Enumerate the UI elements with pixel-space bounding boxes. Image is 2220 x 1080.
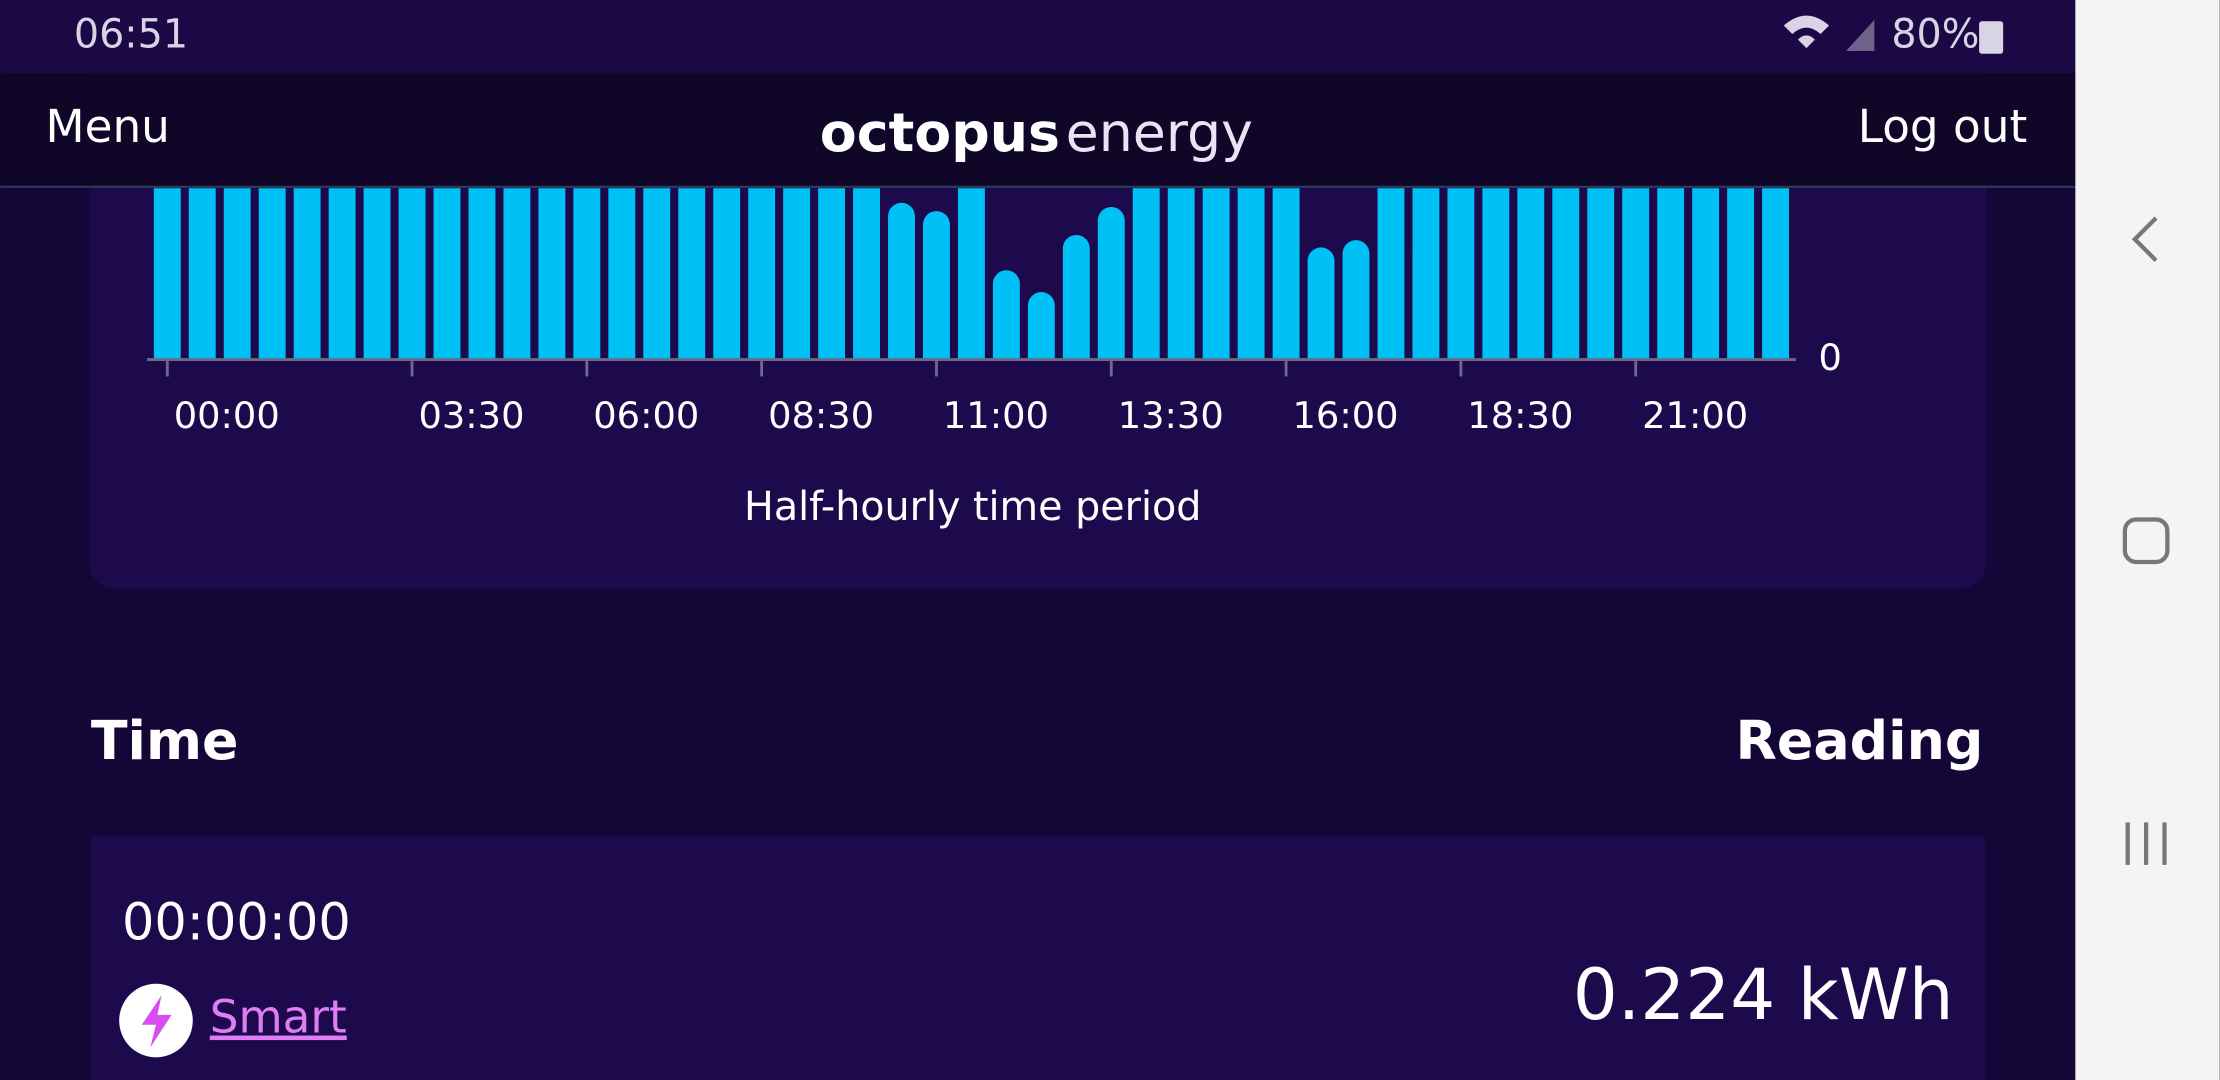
bar: [503, 188, 531, 360]
status-time: 06:51: [74, 11, 188, 57]
bar: [293, 188, 321, 360]
bar: [153, 188, 181, 360]
bar: [888, 202, 915, 360]
bar: [923, 211, 950, 360]
column-header: Time: [91, 709, 239, 772]
bar: [643, 188, 671, 360]
bar: [1132, 188, 1160, 360]
x-tick-label: 13:30: [1118, 394, 1224, 437]
bar: [1727, 188, 1755, 360]
bar: [258, 188, 286, 360]
bar: [713, 188, 741, 360]
bar: [1202, 188, 1230, 360]
status-bar: [0, 0, 2076, 74]
bar: [433, 188, 461, 360]
logout-button[interactable]: Log out: [1858, 100, 2027, 153]
bar: [1167, 188, 1195, 360]
wifi-icon: [1783, 15, 1830, 49]
reading-time: 00:00:00: [122, 894, 351, 953]
x-axis-title: Half-hourly time period: [744, 484, 1201, 530]
reading-value: 0.224 kWh: [1573, 953, 1954, 1036]
bar: [468, 188, 496, 360]
bar: [957, 188, 985, 360]
x-tick-label: 11:00: [943, 394, 1049, 437]
battery-icon: [1979, 21, 2004, 54]
bar: [1622, 188, 1650, 360]
bar: [1692, 188, 1720, 360]
bar: [783, 188, 811, 360]
bar: [1377, 188, 1405, 360]
bar: [538, 188, 566, 360]
bar: [1412, 188, 1440, 360]
menu-button[interactable]: Menu: [46, 100, 170, 153]
x-tick-label: 00:00: [174, 394, 280, 437]
logo[interactable]: octopus energy: [820, 101, 1253, 164]
x-tick-label: 16:00: [1293, 394, 1399, 437]
bar: [1237, 188, 1265, 360]
bar: [1097, 206, 1125, 360]
logo-bold: octopus: [820, 101, 1060, 164]
x-tick-label: 08:30: [768, 394, 874, 437]
recents-button[interactable]: [2125, 822, 2167, 865]
signal-icon: [1846, 19, 1875, 51]
bar: [398, 188, 426, 360]
reading-row: [90, 836, 1985, 1080]
bar: [1307, 247, 1335, 360]
x-tick-label: 21:00: [1642, 394, 1748, 437]
bar: [1342, 240, 1370, 360]
bar: [818, 188, 846, 360]
bar: [1062, 234, 1090, 360]
bar: [1272, 188, 1300, 360]
header: [0, 73, 2076, 187]
bar: [608, 188, 636, 360]
bar: [1482, 188, 1510, 360]
bar: [748, 188, 776, 360]
nav-bar: [2075, 0, 2220, 1080]
chart: [153, 188, 1789, 360]
smart-link[interactable]: Smart: [210, 991, 347, 1044]
bar: [188, 188, 216, 360]
bar: [1517, 188, 1545, 360]
battery-text: 80%: [1891, 11, 1979, 57]
bar: [1587, 188, 1615, 360]
home-button[interactable]: [2122, 517, 2170, 565]
logo-light: energy: [1066, 101, 1253, 164]
bar: [1552, 188, 1580, 360]
bar: [992, 270, 1020, 360]
bar: [1447, 188, 1475, 360]
bar: [1762, 188, 1789, 360]
bar: [1027, 292, 1055, 360]
bolt-icon: [141, 995, 172, 1048]
x-tick-label: 03:30: [418, 394, 524, 437]
y-tick-label: 0: [1819, 336, 1842, 379]
bar: [573, 188, 601, 360]
x-tick-label: 06:00: [593, 394, 699, 437]
bar: [1657, 188, 1685, 360]
bar: [328, 188, 356, 360]
x-tick-label: 18:30: [1467, 394, 1573, 437]
bar: [678, 188, 706, 360]
bar: [363, 188, 391, 360]
bar: [853, 188, 880, 360]
bar: [223, 188, 251, 360]
column-header: Reading: [1736, 709, 1984, 772]
back-button[interactable]: [2131, 216, 2158, 262]
